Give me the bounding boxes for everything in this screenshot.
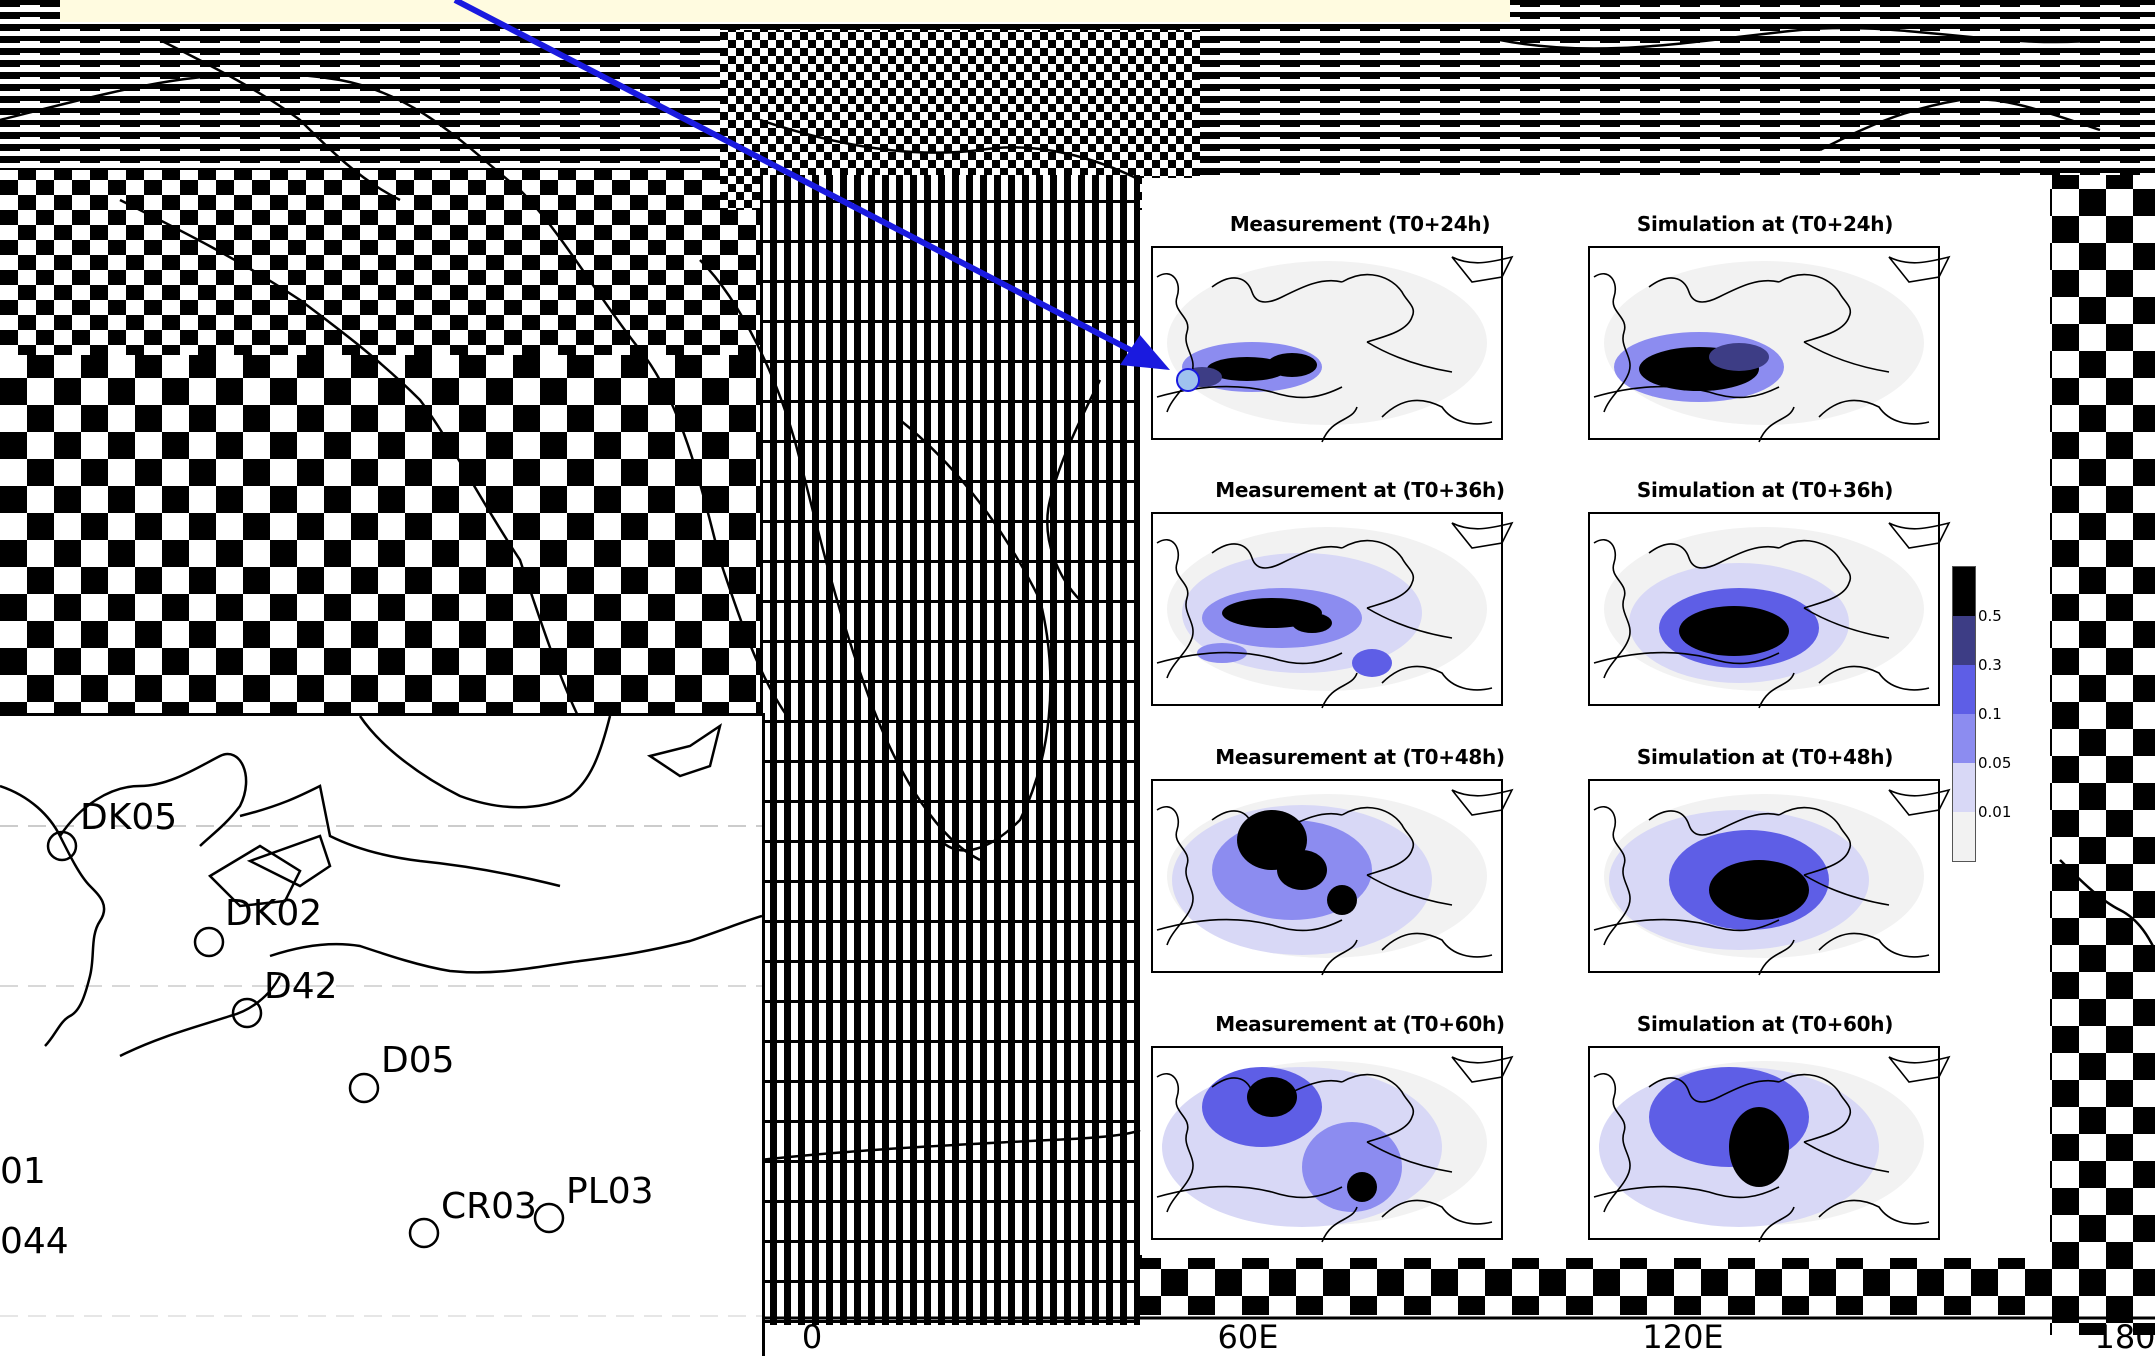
panel-title-simulation-48h: Simulation at (T0+48h) <box>1636 745 1894 769</box>
x-tick-120e: 120E <box>1642 1318 1724 1356</box>
panel-title-measurement-24h: Measurement (T0+24h) <box>1229 212 1491 236</box>
plume-blob <box>1347 1172 1377 1202</box>
plume-blob <box>1302 1122 1402 1212</box>
x-tick-180: 180 <box>2094 1318 2155 1356</box>
legend-swatch-0.5 <box>1953 567 1975 616</box>
legend-label-0.5: 0.5 <box>1978 607 2002 625</box>
plume-blob <box>1277 850 1327 890</box>
release-site-marker <box>1176 368 1200 392</box>
station-label-d42: D42 <box>264 966 338 1007</box>
plume-map-simulation-2 <box>1588 779 1950 976</box>
legend-swatch-0.1 <box>1953 665 1975 714</box>
legend-label-0.3: 0.3 <box>1978 656 2002 674</box>
plume-map-measurement-0 <box>1151 246 1513 443</box>
station-marker-dk02 <box>193 926 225 958</box>
station-label-dk05: DK05 <box>80 797 178 838</box>
panel-title-measurement-60h: Measurement at (T0+60h) <box>1215 1012 1505 1036</box>
panel-title-simulation-36h: Simulation at (T0+36h) <box>1636 478 1894 502</box>
plume-blob <box>1247 1077 1297 1117</box>
legend-swatch-0.01 <box>1953 763 1975 812</box>
station-marker-d05 <box>348 1072 380 1104</box>
colorbar-legend <box>1952 566 1976 862</box>
panel-title-simulation-60h: Simulation at (T0+60h) <box>1636 1012 1894 1036</box>
plume-blob <box>1679 606 1789 656</box>
plume-map-simulation-3 <box>1588 1046 1950 1243</box>
x-tick-0: 0 <box>801 1318 823 1356</box>
plume-blob <box>1729 1107 1789 1187</box>
station-marker-cr03 <box>408 1217 440 1249</box>
station-label-cr03: CR03 <box>441 1186 537 1227</box>
plume-blob <box>1327 885 1357 915</box>
panel-title-measurement-36h: Measurement at (T0+36h) <box>1215 478 1505 502</box>
station-marker-dk05 <box>46 830 78 862</box>
legend-label-0.1: 0.1 <box>1978 705 2002 723</box>
plume-map-simulation-0 <box>1588 246 1950 443</box>
plume-blob <box>1709 860 1809 920</box>
station-inset-map: DK05 DK02 D42 D05 CR03 PL03 01 044 <box>0 713 765 1356</box>
station-marker-d42 <box>231 997 263 1029</box>
plume-blob <box>1709 343 1769 371</box>
plume-blob <box>1352 649 1392 677</box>
x-tick-60e: 60E <box>1217 1318 1279 1356</box>
legend-swatch-0.3 <box>1953 616 1975 665</box>
plume-map-simulation-1 <box>1588 512 1950 709</box>
plume-blob <box>1267 353 1317 377</box>
legend-swatch-0.05 <box>1953 714 1975 763</box>
plume-map-measurement-1 <box>1151 512 1513 709</box>
inset-coastline <box>0 715 763 1317</box>
legend-label-0.05: 0.05 <box>1978 754 2012 772</box>
panel-title-simulation-24h: Simulation at (T0+24h) <box>1636 212 1894 236</box>
panel-title-measurement-48h: Measurement at (T0+48h) <box>1215 745 1505 769</box>
plume-blob <box>1292 613 1332 633</box>
legend-label-0.01: 0.01 <box>1978 803 2012 821</box>
plume-blob <box>1207 357 1287 381</box>
station-label-044: 044 <box>0 1221 69 1262</box>
plume-map-measurement-2 <box>1151 779 1513 976</box>
station-marker-pl03 <box>533 1202 565 1234</box>
station-label-01: 01 <box>0 1151 46 1192</box>
plume-map-measurement-3 <box>1151 1046 1513 1243</box>
station-label-d05: D05 <box>381 1040 455 1081</box>
station-label-pl03: PL03 <box>566 1171 654 1212</box>
legend-swatch-below <box>1953 812 1975 861</box>
station-label-dk02: DK02 <box>225 893 323 934</box>
